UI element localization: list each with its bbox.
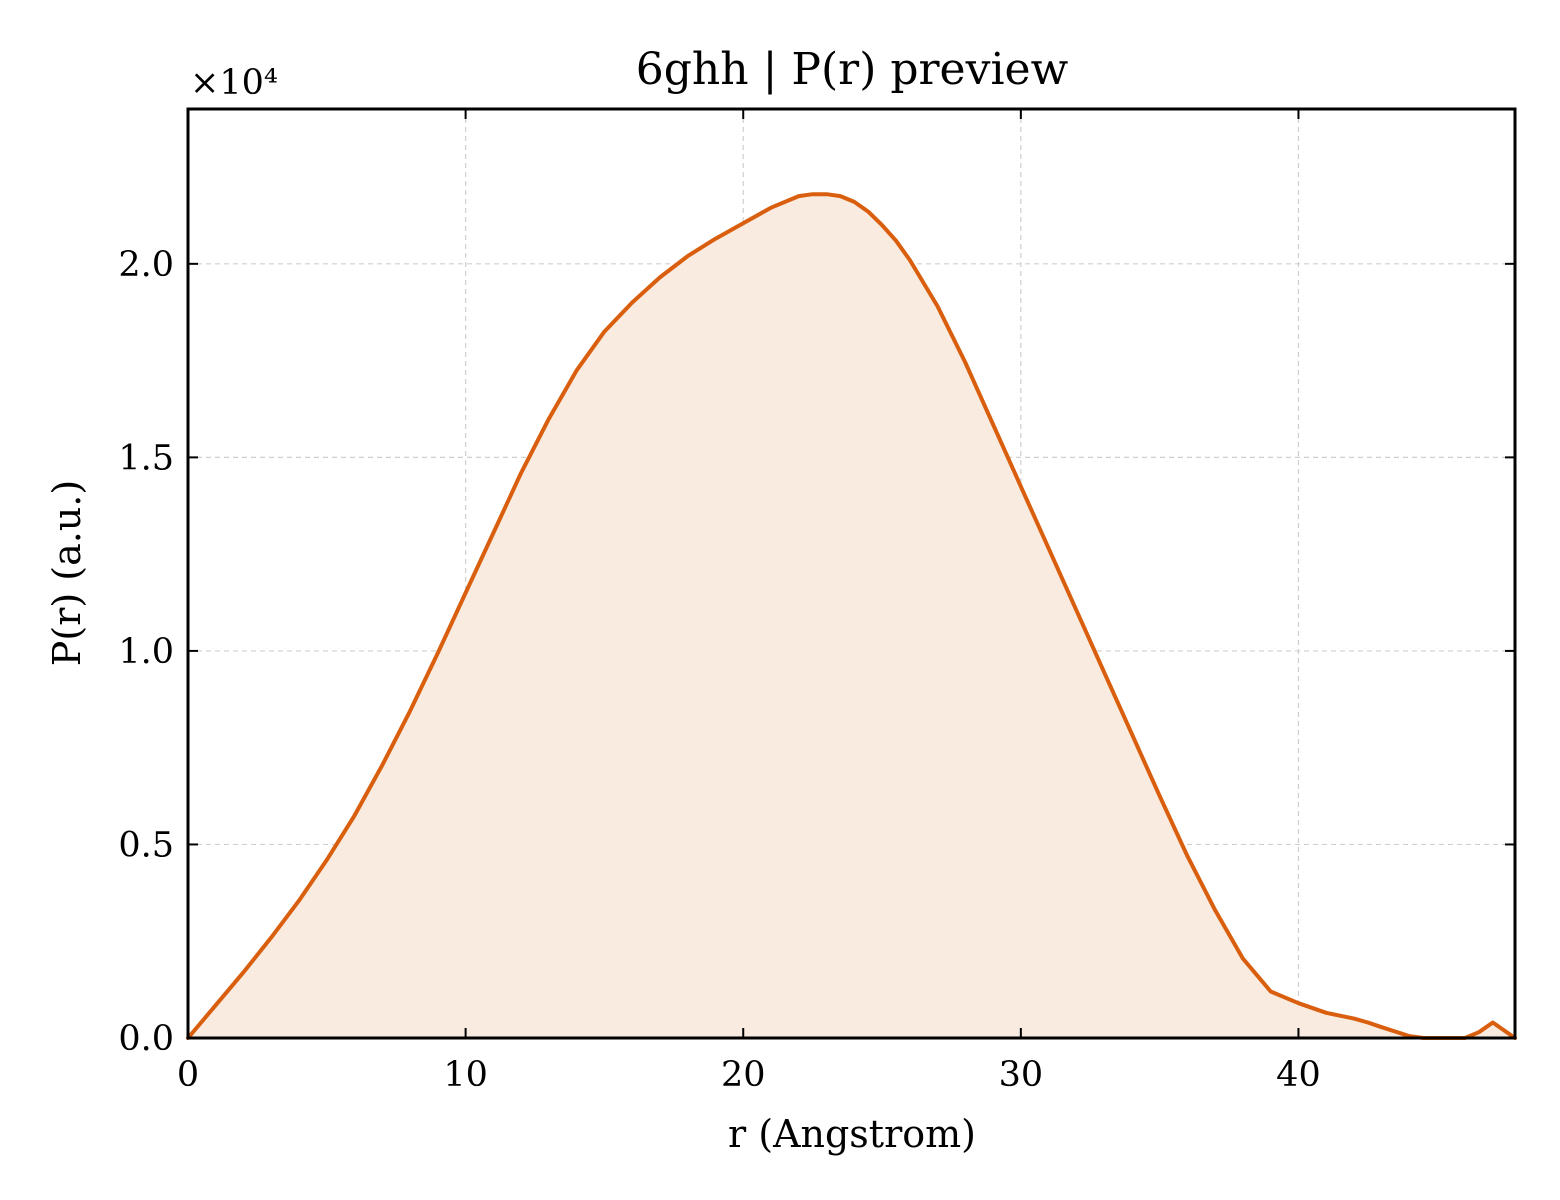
x-tick-label: 20 (721, 1055, 766, 1095)
pr-area-fill (188, 194, 1515, 1038)
y-tick-label: 0.0 (118, 1019, 174, 1059)
y-tick-label: 1.5 (118, 438, 174, 478)
y-tick-label: 0.5 (118, 825, 174, 865)
x-tick-label: 30 (999, 1055, 1044, 1095)
x-tick-label: 10 (443, 1055, 488, 1095)
x-tick-label: 0 (177, 1055, 199, 1095)
chart-title: 6ghh | P(r) preview (636, 44, 1069, 95)
y-axis-offset-label: ×10⁴ (190, 63, 278, 103)
y-tick-label: 1.0 (118, 632, 174, 672)
ticks: 0 10 20 30 40 0.0 0.5 1.0 1.5 2.0 (118, 109, 1515, 1095)
x-axis-label: r (Angstrom) (728, 1112, 976, 1156)
plot-frame (186, 107, 1517, 1040)
y-tick-label: 2.0 (118, 245, 174, 285)
x-tick-label: 40 (1276, 1055, 1321, 1095)
y-axis-label: P(r) (a.u.) (45, 480, 89, 666)
pr-curve (186, 192, 1517, 1040)
